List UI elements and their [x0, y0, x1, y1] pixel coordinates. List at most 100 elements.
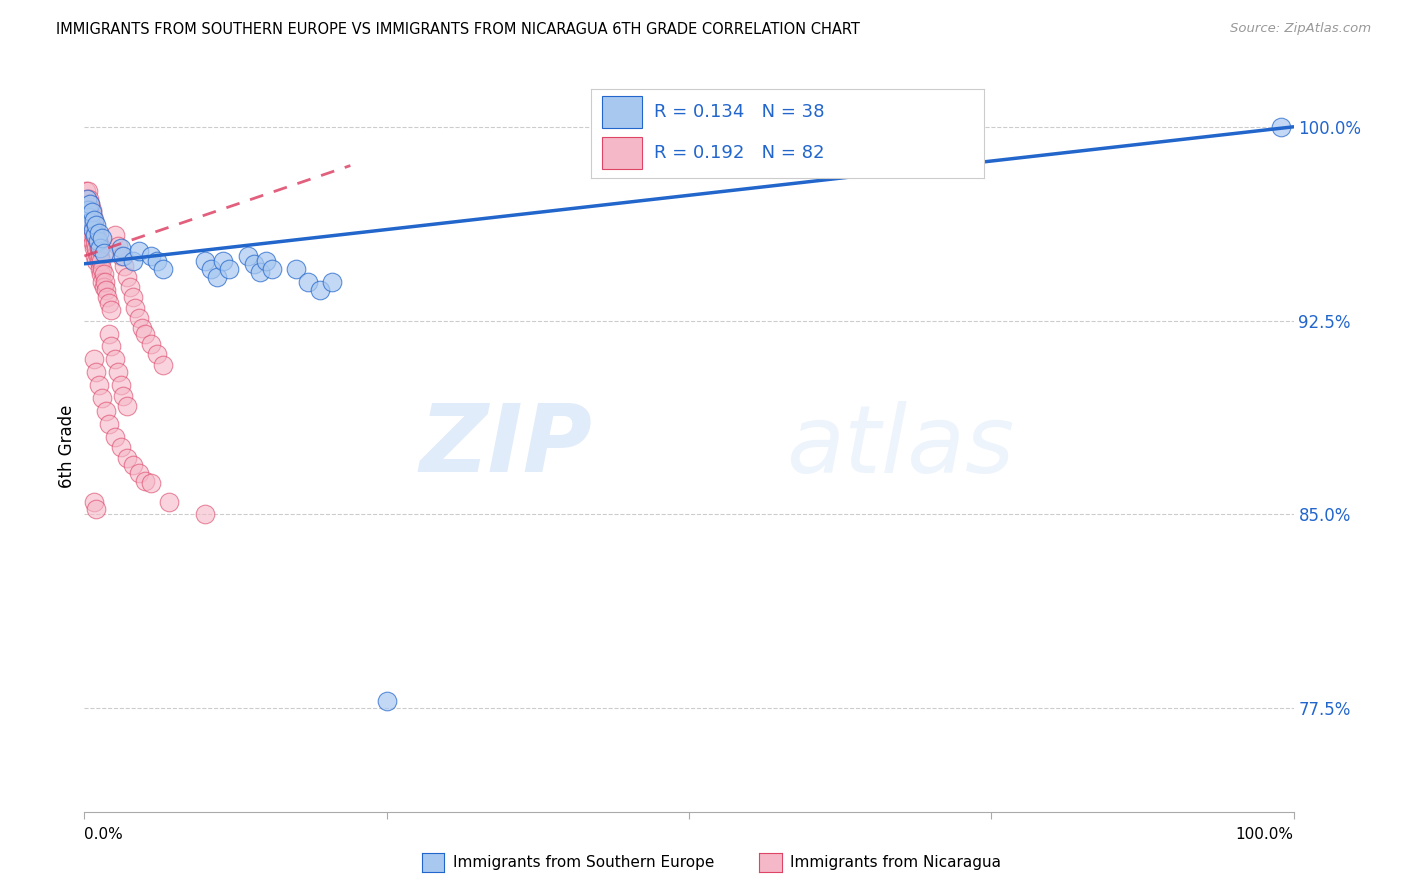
Point [97, 295, 120, 310]
Point [93, 280, 115, 294]
FancyBboxPatch shape [602, 96, 641, 128]
Point [84, 249, 107, 263]
Point [89, 241, 111, 255]
Point [86, 502, 108, 516]
Point [86, 249, 108, 263]
Point [249, 264, 271, 278]
Point [91, 231, 114, 245]
Point [86, 228, 108, 243]
Point [94, 275, 117, 289]
Point [128, 244, 150, 258]
Point [121, 458, 143, 473]
Point [115, 450, 138, 465]
Point [83, 212, 105, 227]
Point [121, 290, 143, 304]
Point [236, 249, 259, 263]
Point [76, 192, 98, 206]
Point [77, 202, 100, 217]
Point [146, 347, 169, 361]
Point [97, 417, 120, 431]
Point [77, 205, 100, 219]
Point [93, 246, 115, 260]
Point [86, 236, 108, 251]
Point [107, 238, 129, 252]
Text: 100.0%: 100.0% [1236, 827, 1294, 842]
Point [112, 388, 135, 402]
Text: R = 0.134   N = 38: R = 0.134 N = 38 [654, 103, 824, 121]
Point [84, 236, 107, 251]
Point [86, 365, 108, 379]
Y-axis label: 6th Grade: 6th Grade [58, 404, 76, 488]
Point [83, 241, 105, 255]
Point [77, 211, 100, 225]
Text: Immigrants from Southern Europe: Immigrants from Southern Europe [453, 855, 714, 870]
Point [84, 223, 107, 237]
Point [82, 223, 104, 237]
Point [87, 241, 110, 255]
Point [97, 326, 120, 341]
Point [100, 339, 122, 353]
Point [79, 223, 101, 237]
Point [321, 275, 343, 289]
Point [82, 223, 104, 237]
Point [212, 254, 235, 268]
Point [87, 226, 110, 240]
Point [110, 241, 132, 255]
Point [134, 474, 156, 488]
Point [375, 693, 398, 707]
Point [112, 249, 135, 263]
Point [139, 337, 162, 351]
Point [79, 215, 101, 229]
Point [200, 262, 222, 277]
Point [110, 378, 132, 392]
Point [94, 404, 117, 418]
Point [1270, 120, 1292, 134]
Point [79, 197, 101, 211]
Point [84, 228, 107, 243]
Point [152, 262, 174, 277]
Text: IMMIGRANTS FROM SOUTHERN EUROPE VS IMMIGRANTS FROM NICARAGUA 6TH GRADE CORRELATI: IMMIGRANTS FROM SOUTHERN EUROPE VS IMMIG… [56, 22, 860, 37]
Point [86, 241, 108, 255]
Point [104, 352, 127, 367]
Text: Immigrants from Nicaragua: Immigrants from Nicaragua [790, 855, 1001, 870]
Point [194, 254, 217, 268]
Point [91, 262, 114, 277]
Point [146, 254, 169, 268]
Point [93, 267, 115, 281]
Point [157, 494, 180, 508]
Point [82, 211, 104, 225]
Point [115, 399, 138, 413]
Point [80, 205, 103, 219]
Point [120, 280, 142, 294]
Point [87, 378, 110, 392]
Point [80, 228, 103, 243]
Point [87, 254, 110, 268]
Point [139, 249, 162, 263]
Point [254, 254, 277, 268]
Point [207, 269, 229, 284]
Point [260, 262, 283, 277]
Point [284, 262, 308, 277]
Point [83, 228, 105, 243]
Point [77, 185, 100, 199]
Text: atlas: atlas [786, 401, 1014, 491]
Text: 0.0%: 0.0% [84, 827, 124, 842]
Point [79, 211, 101, 225]
Point [121, 254, 143, 268]
Point [89, 262, 111, 277]
Text: R = 0.192   N = 82: R = 0.192 N = 82 [654, 145, 824, 162]
Text: ZIP: ZIP [419, 400, 592, 492]
Point [75, 185, 97, 199]
Point [77, 215, 100, 229]
Point [89, 249, 111, 263]
Point [77, 197, 100, 211]
Point [100, 303, 122, 318]
Point [110, 249, 132, 263]
Point [152, 358, 174, 372]
Point [139, 476, 162, 491]
Point [115, 269, 138, 284]
Point [91, 275, 114, 289]
Point [83, 215, 105, 229]
Point [124, 301, 146, 315]
Point [128, 466, 150, 480]
